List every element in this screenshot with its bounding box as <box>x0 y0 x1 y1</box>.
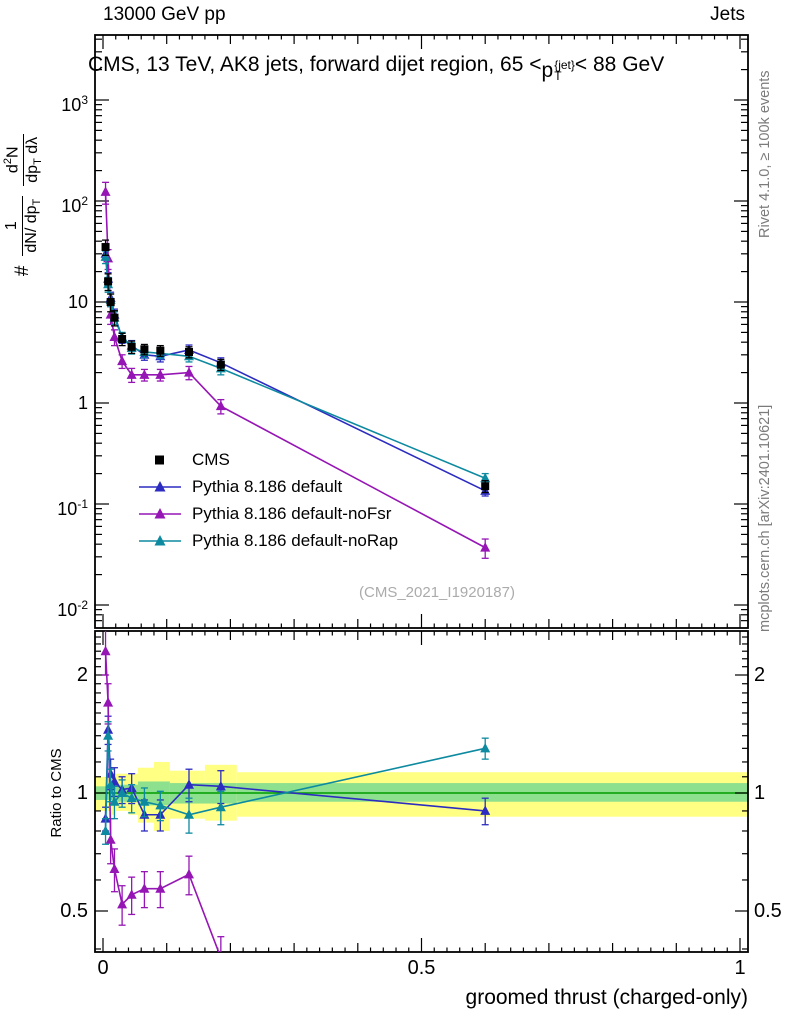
main-y-tick-label: 10 <box>67 292 88 312</box>
line-triangle-marker-icon <box>138 533 182 549</box>
ratio-y-tick-label-right: 1 <box>754 782 766 804</box>
square-marker-icon <box>138 452 182 468</box>
ratio-y-tick-label-right: 0.5 <box>754 900 782 922</box>
cms-uncertainty-bands <box>95 761 748 831</box>
main-y-tick-label: 102 <box>61 194 88 216</box>
x-tick-label: 0.5 <box>407 957 436 979</box>
pt-jet-symbol: p {jet} T <box>542 59 575 83</box>
pt-superscript: {jet} <box>554 58 575 72</box>
legend-item-label: Pythia 8.186 default <box>192 476 343 496</box>
ratio-y-tick-label-left: 2 <box>76 664 88 686</box>
series-main-cms <box>101 239 490 494</box>
analysis-id-watermark: (CMS_2021_I1920187) <box>359 584 515 601</box>
series-ratio-pythia-8-186-default-norap <box>100 721 491 845</box>
ratio-y-tick-label-left: 1 <box>76 782 88 804</box>
ylabel-fraction-2: d2N dpT dλ <box>2 133 45 186</box>
main-y-tick-label: 1 <box>77 393 88 413</box>
legend-item-pythia-8-186-default-norap: Pythia 8.186 default-noRap <box>138 527 398 554</box>
legend-item-label: CMS <box>192 449 230 469</box>
main-y-tick-label: 103 <box>61 93 88 115</box>
legend-item-label: Pythia 8.186 default-noRap <box>192 530 399 550</box>
x-tick-label: 1 <box>734 957 746 979</box>
legend-item-pythia-8-186-default: Pythia 8.186 default <box>138 473 398 500</box>
mcplots-reference-label: mcplots.cern.ch [arXiv:2401.10621] <box>757 404 773 632</box>
plot-title: CMS, 13 TeV, AK8 jets, forward dijet reg… <box>88 53 752 83</box>
ratio-y-tick-label-left: 0.5 <box>60 900 88 922</box>
process-label: Jets <box>710 4 745 25</box>
main-y-tick-label: 10-2 <box>57 598 88 620</box>
legend-item-pythia-8-186-default-nofsr: Pythia 8.186 default-noFsr <box>138 500 398 527</box>
title-text-pre: CMS, 13 TeV, AK8 jets, forward dijet reg… <box>88 53 542 76</box>
x-tick-label: 0 <box>97 957 109 979</box>
legend-item-label: Pythia 8.186 default-noFsr <box>192 503 392 523</box>
pt-subscript: T <box>554 69 562 83</box>
line-triangle-marker-icon <box>138 506 182 522</box>
ratio-panel-frame <box>94 630 749 953</box>
title-text-post: < 88 GeV <box>574 53 665 76</box>
pt-base: p <box>541 59 554 82</box>
hash-symbol: # <box>12 265 34 277</box>
main-panel-frame <box>94 34 749 629</box>
legend: CMS Pythia 8.186 default Pythia 8.186 defa… <box>138 446 398 554</box>
line-triangle-marker-icon <box>138 479 182 495</box>
x-axis-label: groomed thrust (charged-only) <box>465 986 748 1009</box>
ratio-y-tick-label-right: 2 <box>754 664 766 686</box>
legend-item-cms: CMS <box>138 446 398 473</box>
main-y-tick-label: 10-1 <box>57 497 88 519</box>
beam-energy-label: 13000 GeV pp <box>103 4 226 25</box>
rivet-version-label: Rivet 4.1.0, ≥ 100k events <box>757 70 773 238</box>
